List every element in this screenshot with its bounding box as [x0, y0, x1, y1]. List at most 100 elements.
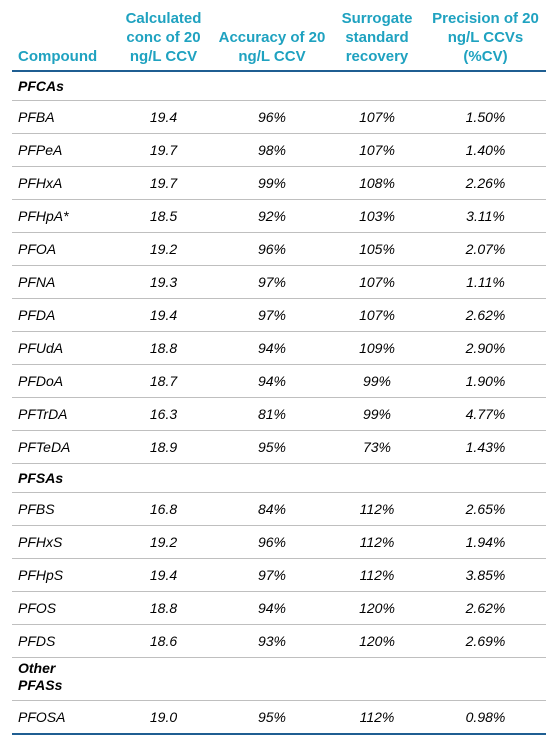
- table-row: PFPeA 19.7 98% 107% 1.40%: [12, 133, 546, 167]
- table-row: PFHxS 19.2 96% 112% 1.94%: [12, 525, 546, 559]
- precision-cell: 0.98%: [425, 700, 546, 735]
- table-row: PFOS 18.8 94% 120% 2.62%: [12, 591, 546, 625]
- calculated-conc-cell: 19.7: [112, 166, 215, 200]
- surrogate-recovery-cell: 109%: [329, 331, 425, 365]
- compound-cell: PFTrDA: [12, 397, 112, 431]
- surrogate-recovery-cell: 105%: [329, 232, 425, 266]
- accuracy-cell: 94%: [215, 364, 329, 398]
- accuracy-cell: 98%: [215, 133, 329, 167]
- section-label: Other PFASs: [12, 657, 546, 701]
- accuracy-cell: 81%: [215, 397, 329, 431]
- compound-cell: PFOSA: [12, 700, 112, 735]
- accuracy-cell: 94%: [215, 591, 329, 625]
- surrogate-recovery-cell: 112%: [329, 558, 425, 592]
- header-precision: Precision of 20 ng/L CCVs (%CV): [425, 8, 546, 72]
- compound-cell: PFTeDA: [12, 430, 112, 464]
- surrogate-recovery-cell: 112%: [329, 492, 425, 526]
- accuracy-cell: 97%: [215, 558, 329, 592]
- calculated-conc-cell: 16.3: [112, 397, 215, 431]
- compound-cell: PFDoA: [12, 364, 112, 398]
- precision-cell: 4.77%: [425, 397, 546, 431]
- calculated-conc-cell: 19.7: [112, 133, 215, 167]
- table-row: PFTeDA 18.9 95% 73% 1.43%: [12, 430, 546, 464]
- surrogate-recovery-cell: 103%: [329, 199, 425, 233]
- precision-cell: 2.62%: [425, 591, 546, 625]
- precision-cell: 3.11%: [425, 199, 546, 233]
- calculated-conc-cell: 19.2: [112, 525, 215, 559]
- surrogate-recovery-cell: 73%: [329, 430, 425, 464]
- table-row: PFBA 19.4 96% 107% 1.50%: [12, 100, 546, 134]
- accuracy-cell: 96%: [215, 232, 329, 266]
- section-label: PFSAs: [12, 463, 546, 493]
- calculated-conc-cell: 19.2: [112, 232, 215, 266]
- surrogate-recovery-cell: 99%: [329, 397, 425, 431]
- header-surrogate-recovery: Surrogate standard recovery: [329, 8, 425, 72]
- table-row: PFDS 18.6 93% 120% 2.69%: [12, 624, 546, 658]
- surrogate-recovery-cell: 112%: [329, 700, 425, 735]
- compound-cell: PFBA: [12, 100, 112, 134]
- surrogate-recovery-cell: 107%: [329, 100, 425, 134]
- table-body: PFCAs PFBA 19.4 96% 107% 1.50% PFPeA 19.7 98% 107…: [12, 71, 546, 735]
- section-row: PFSAs: [12, 463, 546, 493]
- accuracy-cell: 97%: [215, 298, 329, 332]
- calculated-conc-cell: 19.0: [112, 700, 215, 735]
- surrogate-recovery-cell: 108%: [329, 166, 425, 200]
- calculated-conc-cell: 19.3: [112, 265, 215, 299]
- table-row: PFNA 19.3 97% 107% 1.11%: [12, 265, 546, 299]
- precision-cell: 1.11%: [425, 265, 546, 299]
- table-row: PFHpA* 18.5 92% 103% 3.11%: [12, 199, 546, 233]
- calculated-conc-cell: 18.6: [112, 624, 215, 658]
- accuracy-cell: 93%: [215, 624, 329, 658]
- section-row: Other PFASs: [12, 657, 546, 701]
- table-row: PFHxA 19.7 99% 108% 2.26%: [12, 166, 546, 200]
- precision-cell: 1.43%: [425, 430, 546, 464]
- compound-cell: PFUdA: [12, 331, 112, 365]
- compound-cell: PFBS: [12, 492, 112, 526]
- table-row: PFBS 16.8 84% 112% 2.65%: [12, 492, 546, 526]
- compound-cell: PFHxA: [12, 166, 112, 200]
- precision-cell: 1.40%: [425, 133, 546, 167]
- table-row: PFDA 19.4 97% 107% 2.62%: [12, 298, 546, 332]
- surrogate-recovery-cell: 112%: [329, 525, 425, 559]
- table-row: PFHpS 19.4 97% 112% 3.85%: [12, 558, 546, 592]
- calculated-conc-cell: 19.4: [112, 298, 215, 332]
- table-header: Compound Calculated conc of 20 ng/L CCV …: [12, 8, 546, 72]
- accuracy-cell: 96%: [215, 100, 329, 134]
- header-calculated-conc: Calculated conc of 20 ng/L CCV: [112, 8, 215, 72]
- table-row: PFDoA 18.7 94% 99% 1.90%: [12, 364, 546, 398]
- precision-cell: 2.65%: [425, 492, 546, 526]
- compound-cell: PFPeA: [12, 133, 112, 167]
- section-label: PFCAs: [12, 71, 546, 101]
- surrogate-recovery-cell: 99%: [329, 364, 425, 398]
- accuracy-cell: 84%: [215, 492, 329, 526]
- calculated-conc-cell: 18.5: [112, 199, 215, 233]
- surrogate-recovery-cell: 107%: [329, 265, 425, 299]
- surrogate-recovery-cell: 107%: [329, 133, 425, 167]
- compound-cell: PFNA: [12, 265, 112, 299]
- precision-cell: 3.85%: [425, 558, 546, 592]
- compound-cell: PFDS: [12, 624, 112, 658]
- precision-cell: 1.90%: [425, 364, 546, 398]
- precision-cell: 2.62%: [425, 298, 546, 332]
- header-compound: Compound: [12, 8, 112, 72]
- calculated-conc-cell: 18.8: [112, 331, 215, 365]
- surrogate-recovery-cell: 107%: [329, 298, 425, 332]
- calculated-conc-cell: 16.8: [112, 492, 215, 526]
- surrogate-recovery-cell: 120%: [329, 624, 425, 658]
- compound-cell: PFHpA*: [12, 199, 112, 233]
- accuracy-cell: 99%: [215, 166, 329, 200]
- precision-cell: 2.90%: [425, 331, 546, 365]
- precision-cell: 1.94%: [425, 525, 546, 559]
- accuracy-cell: 92%: [215, 199, 329, 233]
- compound-cell: PFOA: [12, 232, 112, 266]
- results-table: Compound Calculated conc of 20 ng/L CCV …: [12, 8, 546, 735]
- accuracy-cell: 95%: [215, 430, 329, 464]
- compound-cell: PFHxS: [12, 525, 112, 559]
- section-row: PFCAs: [12, 71, 546, 101]
- table-row: PFOSA 19.0 95% 112% 0.98%: [12, 700, 546, 735]
- calculated-conc-cell: 18.8: [112, 591, 215, 625]
- table-row: PFTrDA 16.3 81% 99% 4.77%: [12, 397, 546, 431]
- precision-cell: 2.69%: [425, 624, 546, 658]
- accuracy-cell: 94%: [215, 331, 329, 365]
- accuracy-cell: 95%: [215, 700, 329, 735]
